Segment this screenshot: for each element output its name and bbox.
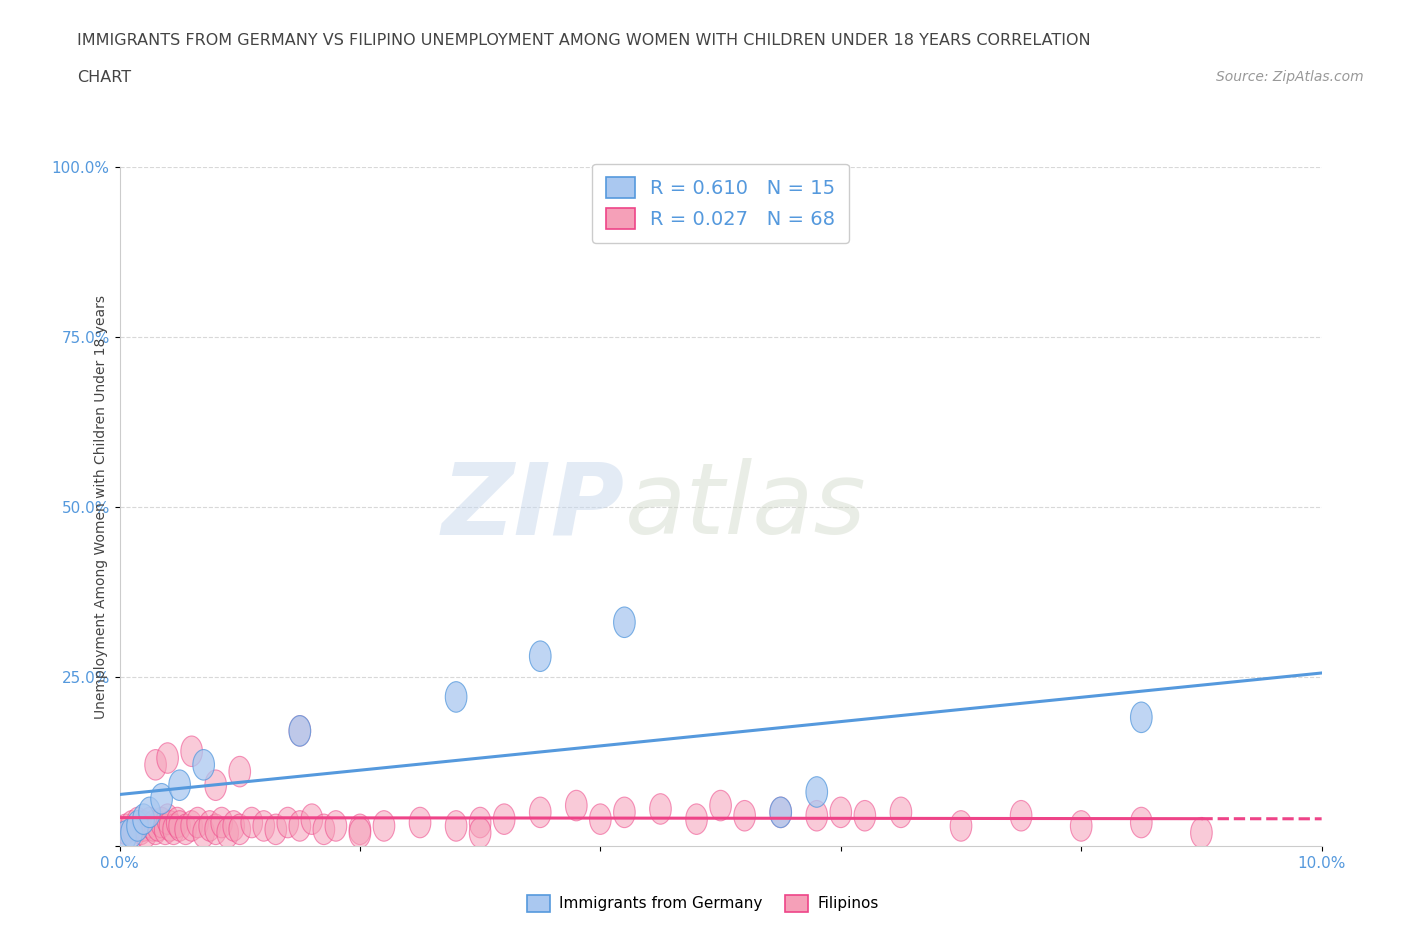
Ellipse shape [132,804,155,834]
Ellipse shape [530,641,551,671]
Ellipse shape [224,811,245,842]
Ellipse shape [890,797,911,828]
Ellipse shape [169,811,190,842]
Ellipse shape [150,783,173,814]
Ellipse shape [290,715,311,746]
Text: CHART: CHART [77,70,131,85]
Ellipse shape [301,804,322,834]
Ellipse shape [159,811,181,842]
Ellipse shape [830,797,852,828]
Legend: R = 0.610   N = 15, R = 0.027   N = 68: R = 0.610 N = 15, R = 0.027 N = 68 [592,164,849,243]
Ellipse shape [806,777,828,807]
Ellipse shape [770,797,792,828]
Ellipse shape [229,756,250,787]
Ellipse shape [193,750,215,780]
Ellipse shape [373,811,395,842]
Ellipse shape [121,811,142,842]
Y-axis label: Unemployment Among Women with Children Under 18 years: Unemployment Among Women with Children U… [94,295,108,719]
Ellipse shape [145,750,166,780]
Ellipse shape [650,793,671,824]
Ellipse shape [253,811,274,842]
Text: Source: ZipAtlas.com: Source: ZipAtlas.com [1216,70,1364,84]
Ellipse shape [686,804,707,834]
Ellipse shape [124,817,145,848]
Ellipse shape [135,817,157,848]
Ellipse shape [229,814,250,844]
Ellipse shape [198,811,221,842]
Ellipse shape [145,814,166,844]
Ellipse shape [157,804,179,834]
Ellipse shape [139,807,160,838]
Ellipse shape [277,807,298,838]
Ellipse shape [734,801,755,831]
Ellipse shape [132,811,155,842]
Ellipse shape [409,807,430,838]
Ellipse shape [494,804,515,834]
Ellipse shape [470,817,491,848]
Ellipse shape [155,814,176,844]
Ellipse shape [290,715,311,746]
Ellipse shape [115,821,136,851]
Ellipse shape [139,797,160,828]
Ellipse shape [1130,807,1152,838]
Ellipse shape [240,807,263,838]
Text: ZIP: ZIP [441,458,624,555]
Ellipse shape [613,797,636,828]
Ellipse shape [530,797,551,828]
Ellipse shape [290,811,311,842]
Ellipse shape [193,817,215,848]
Ellipse shape [142,811,165,842]
Ellipse shape [211,807,232,838]
Ellipse shape [187,807,208,838]
Ellipse shape [181,736,202,766]
Text: IMMIGRANTS FROM GERMANY VS FILIPINO UNEMPLOYMENT AMONG WOMEN WITH CHILDREN UNDER: IMMIGRANTS FROM GERMANY VS FILIPINO UNEM… [77,33,1091,47]
Ellipse shape [217,817,239,848]
Ellipse shape [565,790,588,821]
Ellipse shape [127,807,149,838]
Ellipse shape [950,811,972,842]
Ellipse shape [127,811,149,842]
Ellipse shape [131,814,152,844]
Ellipse shape [349,814,371,844]
Legend: Immigrants from Germany, Filipinos: Immigrants from Germany, Filipinos [522,889,884,918]
Ellipse shape [174,814,197,844]
Text: atlas: atlas [624,458,866,555]
Ellipse shape [205,770,226,801]
Ellipse shape [1130,702,1152,733]
Ellipse shape [349,817,371,848]
Ellipse shape [264,814,287,844]
Ellipse shape [148,811,169,842]
Ellipse shape [446,682,467,712]
Ellipse shape [1070,811,1092,842]
Ellipse shape [613,607,636,638]
Ellipse shape [181,811,202,842]
Ellipse shape [1191,817,1212,848]
Ellipse shape [163,814,184,844]
Ellipse shape [150,807,173,838]
Ellipse shape [589,804,612,834]
Ellipse shape [770,797,792,828]
Ellipse shape [446,811,467,842]
Ellipse shape [710,790,731,821]
Ellipse shape [157,743,179,774]
Ellipse shape [1011,801,1032,831]
Ellipse shape [314,814,335,844]
Ellipse shape [470,807,491,838]
Ellipse shape [853,801,876,831]
Ellipse shape [806,801,828,831]
Ellipse shape [205,814,226,844]
Ellipse shape [115,814,136,844]
Ellipse shape [325,811,347,842]
Ellipse shape [121,817,142,848]
Ellipse shape [166,807,188,838]
Ellipse shape [169,770,190,801]
